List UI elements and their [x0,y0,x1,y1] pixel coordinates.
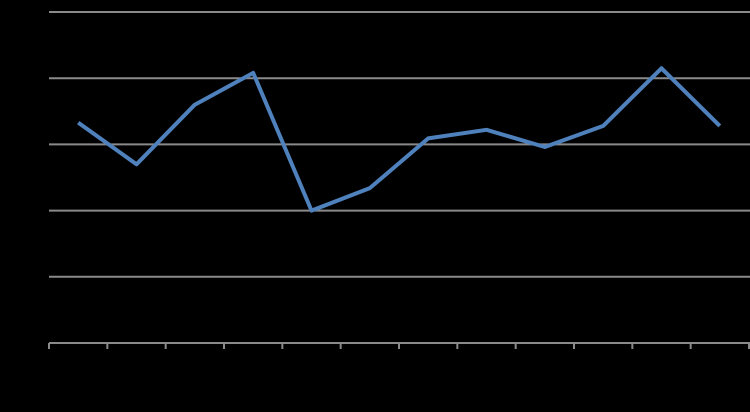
gridlines [49,11,750,278]
data-line [77,66,722,213]
data-series [77,66,722,213]
x-axis [48,342,750,349]
